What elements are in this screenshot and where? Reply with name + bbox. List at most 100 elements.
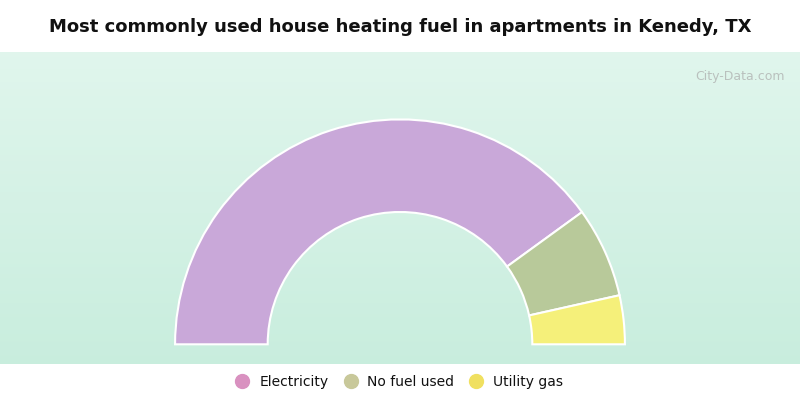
Bar: [0, 113, 800, 114]
Bar: [0, 219, 800, 220]
Bar: [0, 292, 800, 294]
Bar: [0, 58, 800, 60]
Bar: [0, 111, 800, 113]
Bar: [0, 326, 800, 328]
Bar: [0, 138, 800, 139]
Bar: [0, 74, 800, 75]
Bar: [0, 264, 800, 266]
Bar: [0, 267, 800, 269]
Bar: [0, 116, 800, 118]
Bar: [0, 52, 800, 54]
Bar: [0, 150, 800, 152]
Bar: [0, 210, 800, 211]
Bar: [0, 342, 800, 344]
Bar: [0, 352, 800, 353]
Bar: [0, 69, 800, 71]
Wedge shape: [175, 119, 582, 344]
Bar: [0, 256, 800, 258]
Bar: [0, 202, 800, 203]
Wedge shape: [507, 212, 619, 316]
Bar: [0, 328, 800, 330]
Bar: [0, 338, 800, 339]
Bar: [0, 80, 800, 82]
Bar: [0, 252, 800, 253]
Bar: [0, 163, 800, 164]
Bar: [0, 206, 800, 208]
Bar: [0, 303, 800, 305]
Bar: [0, 250, 800, 252]
Bar: [0, 231, 800, 233]
Bar: [0, 128, 800, 130]
Bar: [0, 334, 800, 336]
Bar: [0, 139, 800, 141]
Bar: [0, 55, 800, 57]
Bar: [0, 71, 800, 72]
Bar: [0, 146, 800, 147]
Bar: [0, 166, 800, 168]
Bar: [0, 306, 800, 308]
Bar: [0, 260, 800, 261]
Bar: [0, 104, 800, 105]
Bar: [0, 156, 800, 158]
Bar: [0, 90, 800, 91]
Bar: [0, 172, 800, 174]
Bar: [0, 164, 800, 166]
Bar: [0, 355, 800, 356]
Bar: [0, 314, 800, 316]
Bar: [0, 308, 800, 310]
Bar: [0, 180, 800, 182]
Bar: [0, 153, 800, 155]
Bar: [0, 118, 800, 119]
Bar: [0, 246, 800, 247]
Bar: [0, 149, 800, 150]
Bar: [0, 155, 800, 156]
Bar: [0, 228, 800, 230]
Bar: [0, 302, 800, 303]
Bar: [0, 127, 800, 128]
Bar: [0, 266, 800, 267]
Bar: [0, 105, 800, 107]
Bar: [0, 133, 800, 135]
Bar: [0, 175, 800, 177]
Bar: [0, 305, 800, 306]
Bar: [0, 262, 800, 264]
Bar: [0, 322, 800, 324]
Bar: [0, 294, 800, 295]
Bar: [0, 344, 800, 345]
Bar: [0, 121, 800, 122]
Bar: [0, 197, 800, 199]
Bar: [0, 169, 800, 170]
Bar: [0, 183, 800, 185]
Bar: [0, 141, 800, 142]
Bar: [0, 224, 800, 225]
Wedge shape: [529, 295, 625, 344]
Bar: [0, 353, 800, 355]
Bar: [0, 341, 800, 342]
Bar: [0, 316, 800, 317]
Bar: [0, 233, 800, 234]
Bar: [0, 92, 800, 94]
Bar: [0, 258, 800, 260]
Bar: [0, 280, 800, 281]
Bar: [0, 230, 800, 231]
Legend: Electricity, No fuel used, Utility gas: Electricity, No fuel used, Utility gas: [231, 370, 569, 394]
Bar: [0, 270, 800, 272]
Bar: [0, 247, 800, 248]
Text: Most commonly used house heating fuel in apartments in Kenedy, TX: Most commonly used house heating fuel in…: [49, 18, 751, 36]
Bar: [0, 242, 800, 244]
Bar: [0, 289, 800, 291]
Bar: [0, 144, 800, 146]
Bar: [0, 241, 800, 242]
Bar: [0, 182, 800, 183]
Bar: [0, 248, 800, 250]
Bar: [0, 57, 800, 58]
Bar: [0, 82, 800, 83]
Bar: [0, 68, 800, 69]
Bar: [0, 200, 800, 202]
Bar: [0, 142, 800, 144]
Bar: [0, 72, 800, 74]
Text: City-Data.com: City-Data.com: [695, 70, 785, 83]
Bar: [0, 216, 800, 217]
Bar: [0, 194, 800, 196]
Bar: [0, 239, 800, 241]
